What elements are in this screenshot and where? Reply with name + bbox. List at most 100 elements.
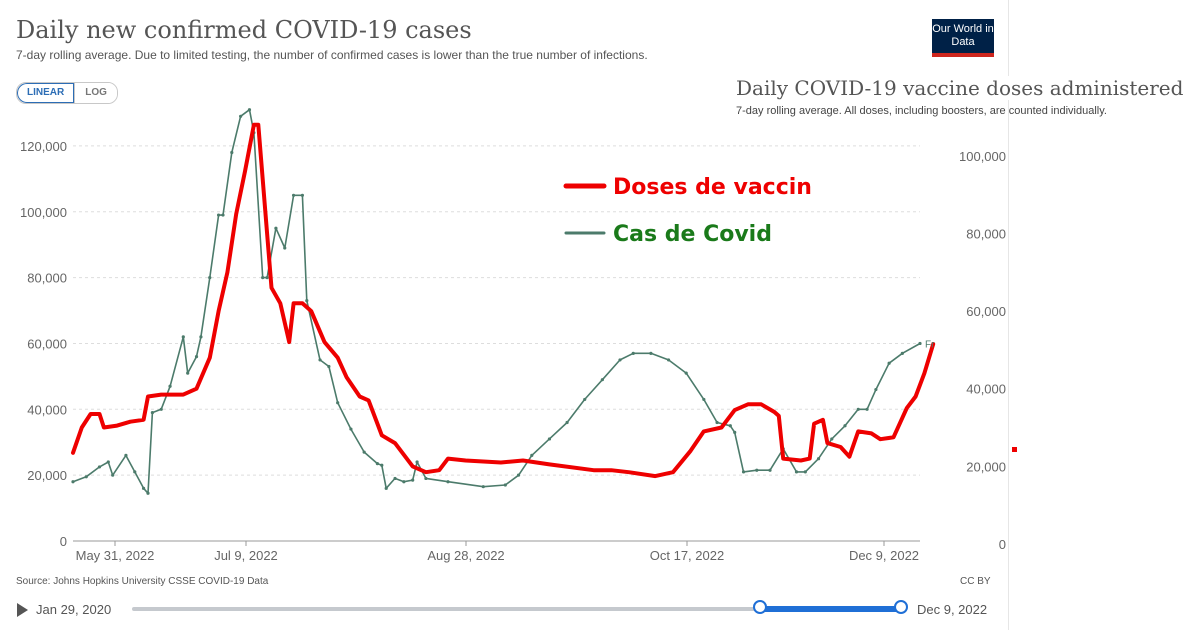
x-tick-label: Jul 9, 2022 <box>214 548 278 563</box>
covid-cases-point <box>261 276 265 280</box>
log-scale-button[interactable]: LOG <box>75 83 117 103</box>
timeline: Jan 29, 2020 Dec 9, 2022 <box>0 596 1008 624</box>
timeline-track[interactable] <box>132 607 902 611</box>
covid-cases-point <box>168 384 172 388</box>
source-note: Source: Johns Hopkins University CSSE CO… <box>16 576 269 587</box>
timeline-end-handle[interactable] <box>894 600 908 614</box>
covid-cases-point <box>146 491 150 495</box>
covid-cases-point <box>283 246 287 250</box>
x-tick-label: Dec 9, 2022 <box>849 548 919 563</box>
covid-cases-point <box>618 358 622 362</box>
covid-cases-point <box>216 213 221 217</box>
covid-cases-point <box>71 480 75 484</box>
covid-cases-point <box>291 193 296 197</box>
covid-cases-point <box>446 480 450 484</box>
covid-cases-point <box>794 470 799 474</box>
covid-cases-point <box>415 460 419 464</box>
covid-cases-point <box>327 364 331 369</box>
covid-cases-point <box>124 453 128 457</box>
y-tick-label-right: 80,000 <box>966 226 1006 241</box>
covid-cases-point <box>181 335 185 339</box>
covid-cases-point <box>375 462 379 466</box>
legend-label: Doses de vaccin <box>613 175 812 200</box>
vaccine-chart-title: Daily COVID-19 vaccine doses administere… <box>736 76 1200 100</box>
timeline-start-label: Jan 29, 2020 <box>36 602 112 617</box>
covid-cases-point <box>715 420 719 425</box>
covid-cases-point <box>300 193 304 197</box>
covid-cases-point <box>768 468 772 472</box>
covid-cases-point <box>874 387 878 392</box>
license-link[interactable]: CC BY <box>960 576 991 587</box>
y-tick-label-right: 60,000 <box>966 304 1006 319</box>
line-chart: 0 20,000 40,000 60,000 80,000 100,000 120,000 0… <box>20 108 1017 563</box>
covid-cases-point <box>547 437 552 441</box>
y-tick-label-left: 60,000 <box>27 336 67 351</box>
vaccine-chart-subtitle: 7-day rolling average. All doses, includ… <box>736 105 1107 117</box>
timeline-selected-range <box>760 606 901 612</box>
covid-cases-point <box>208 276 212 280</box>
x-tick-label: May 31, 2022 <box>76 548 155 563</box>
covid-cases-point <box>411 478 415 482</box>
covid-cases-point <box>380 463 384 467</box>
covid-cases-point <box>265 276 269 280</box>
vaccine-marker <box>1012 447 1017 452</box>
covid-cases-point <box>741 470 746 474</box>
covid-cases-point <box>684 371 688 375</box>
covid-cases-point <box>97 465 102 469</box>
covid-cases-point <box>141 486 146 490</box>
covid-cases-point <box>424 476 428 481</box>
play-icon[interactable] <box>17 603 28 617</box>
x-tick-label: Aug 28, 2022 <box>427 548 504 563</box>
covid-cases-point <box>362 450 366 454</box>
covid-cases-point <box>900 351 904 355</box>
covid-cases-point <box>728 424 732 428</box>
covid-cases-point <box>830 437 834 441</box>
covid-cases-point <box>274 226 278 230</box>
y-tick-label-right: 20,000 <box>966 459 1006 474</box>
covid-cases-point <box>803 470 807 474</box>
y-tick-label-right: 40,000 <box>966 382 1006 397</box>
owid-logo[interactable]: Our World in Data <box>932 19 994 57</box>
covid-cases-point <box>856 407 860 411</box>
covid-cases-point <box>503 483 507 487</box>
x-tick-label: Oct 17, 2022 <box>650 548 724 563</box>
covid-cases-point <box>631 351 635 355</box>
linear-scale-button[interactable]: LINEAR <box>17 83 76 103</box>
chart-subtitle: 7-day rolling average. Due to limited te… <box>16 48 648 62</box>
covid-cases-point <box>600 378 604 382</box>
y-tick-label-left: 20,000 <box>27 468 67 483</box>
chart-panel <box>1008 0 1009 630</box>
covid-cases-point <box>133 470 137 474</box>
covid-cases-point <box>221 213 225 217</box>
y-tick-label-left: 100,000 <box>20 205 67 220</box>
covid-cases-point <box>755 468 759 472</box>
covid-cases-point <box>918 341 922 346</box>
vaccine-doses-line <box>71 122 936 479</box>
y-tick-label-left: 0 <box>60 534 67 549</box>
covid-cases-point <box>702 397 706 402</box>
covid-cases-point <box>565 420 569 425</box>
covid-cases-point <box>816 457 821 461</box>
covid-cases-point <box>199 335 203 339</box>
covid-cases-point <box>84 475 88 479</box>
timeline-start-handle[interactable] <box>753 600 767 614</box>
timeline-end-label: Dec 9, 2022 <box>917 602 988 617</box>
covid-cases-point <box>336 401 340 405</box>
legend-label: Cas de Covid <box>613 222 772 247</box>
covid-cases-point <box>239 114 243 118</box>
covid-cases-point <box>111 473 115 477</box>
y-tick-label-left: 120,000 <box>20 139 67 154</box>
covid-cases-point <box>159 407 163 411</box>
covid-cases-point <box>530 453 534 457</box>
covid-cases-line <box>72 108 921 495</box>
covid-cases-point <box>150 411 155 415</box>
covid-cases-point <box>186 371 190 375</box>
covid-cases-point <box>481 485 485 489</box>
series-end-label: Fr <box>925 339 935 350</box>
covid-cases-point <box>516 473 521 477</box>
covid-cases-point <box>349 427 353 431</box>
covid-cases-point <box>887 361 891 365</box>
chart-title: Daily new confirmed COVID-19 cases <box>16 16 472 44</box>
covid-cases-point <box>305 299 309 303</box>
y-tick-label-right: 0 <box>999 537 1006 552</box>
